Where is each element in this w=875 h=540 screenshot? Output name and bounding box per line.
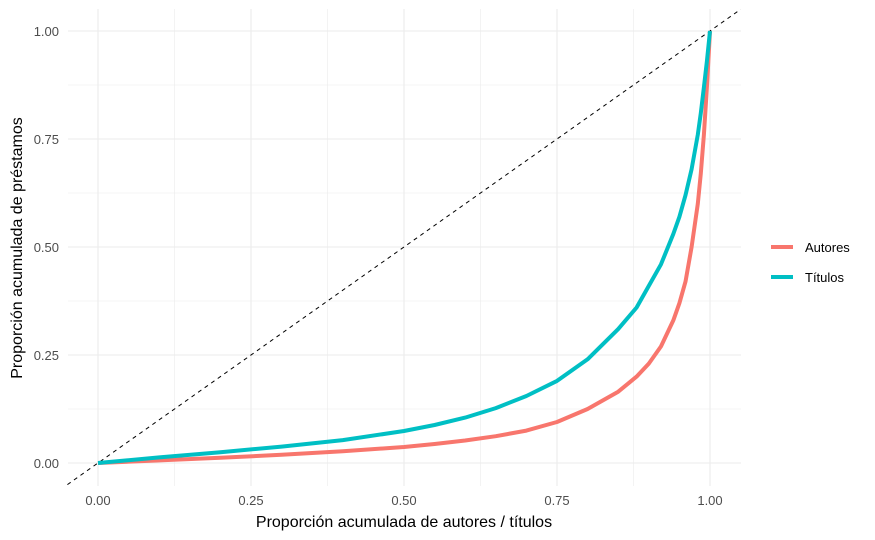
x-tick-label: 0.00	[85, 493, 110, 508]
y-tick-label: 0.75	[34, 132, 59, 147]
legend: Autores Títulos	[771, 240, 850, 285]
legend-label-autores: Autores	[805, 240, 850, 255]
x-tick-label: 0.25	[238, 493, 263, 508]
series-line-títulos	[97, 30, 712, 465]
x-axis-title: Proporción acumulada de autores / título…	[256, 514, 552, 531]
equality-reference-line	[67, 8, 741, 486]
series-line-autores	[97, 30, 712, 465]
x-tick-label: 0.75	[544, 493, 569, 508]
legend-label-titulos: Títulos	[805, 270, 845, 285]
y-tick-label: 0.50	[34, 240, 59, 255]
y-tick-label: 1.00	[34, 24, 59, 39]
y-tick-label: 0.00	[34, 456, 59, 471]
y-axis-ticks: 0.00 0.25 0.50 0.75 1.00	[34, 24, 59, 471]
y-tick-label: 0.25	[34, 348, 59, 363]
y-axis-title: Proporción acumulada de préstamos	[9, 117, 26, 378]
x-tick-label: 0.50	[391, 493, 416, 508]
x-tick-label: 1.00	[697, 493, 722, 508]
data-series	[97, 30, 712, 465]
x-axis-ticks: 0.00 0.25 0.50 0.75 1.00	[85, 493, 722, 508]
diagonal-dashed-line	[67, 8, 741, 486]
grid-lines	[68, 9, 741, 486]
